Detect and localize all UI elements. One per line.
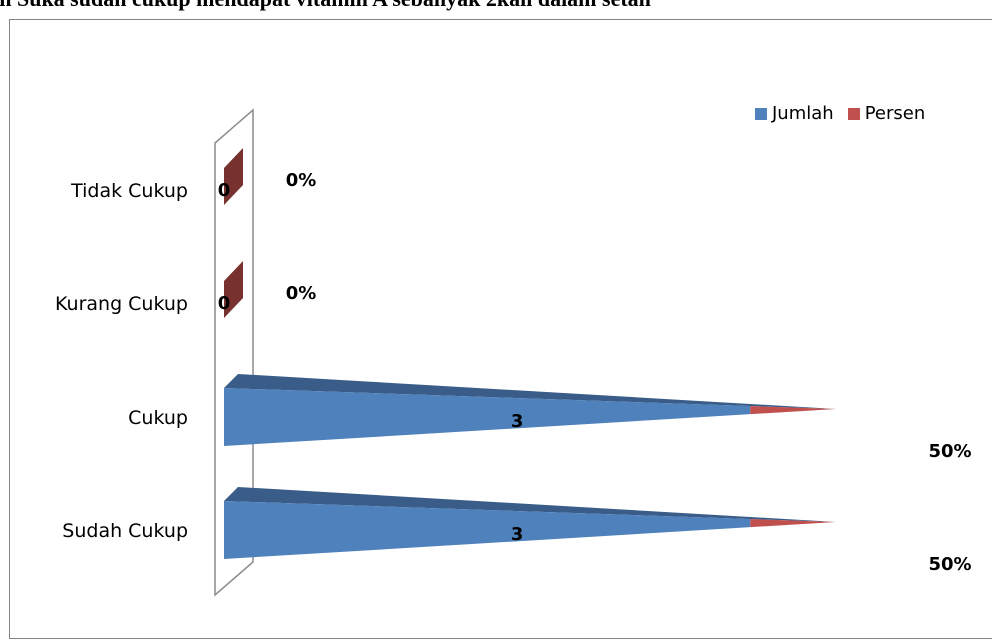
data-label-persen: 50% [928, 441, 971, 462]
data-label-persen: 0% [286, 170, 317, 191]
category-label: Kurang Cukup [55, 293, 188, 315]
data-label-jumlah: 0 [218, 293, 231, 314]
category-label: Tidak Cukup [70, 180, 188, 202]
bar-persen [224, 148, 243, 205]
bar-jumlah-top [224, 374, 836, 409]
legend: Jumlah Persen [755, 103, 939, 124]
bar-persen [750, 519, 836, 528]
bar-chart: Sudah Cukup 3 50% Cukup 3 50% Kurang Cukup 0 0% T… [55, 108, 972, 597]
chart-title-text: nah Suka sudah cukup mendapat vitamin A … [0, 0, 651, 12]
legend-item-persen: Persen [847, 103, 926, 124]
data-label-persen: 0% [286, 283, 317, 304]
bar-persen [750, 406, 836, 415]
category-label: Cukup [128, 407, 188, 429]
legend-label-persen: Persen [864, 103, 926, 124]
data-label-jumlah: 3 [511, 524, 524, 545]
bar-jumlah-top [224, 487, 836, 522]
data-label-jumlah: 0 [218, 180, 231, 201]
bar-jumlah [224, 388, 751, 446]
legend-label-jumlah: Jumlah [772, 103, 834, 124]
bar-persen [224, 261, 243, 318]
axis-wall [214, 108, 254, 597]
data-label-jumlah: 3 [511, 411, 524, 432]
chart-title: nah Suka sudah cukup mendapat vitamin A … [0, 0, 992, 16]
bar-jumlah [224, 501, 751, 559]
legend-swatch-persen [847, 107, 860, 120]
legend-item-jumlah: Jumlah [755, 103, 834, 124]
category-label: Sudah Cukup [62, 520, 188, 542]
data-label-persen: 50% [928, 554, 971, 575]
legend-swatch-jumlah [755, 107, 767, 120]
